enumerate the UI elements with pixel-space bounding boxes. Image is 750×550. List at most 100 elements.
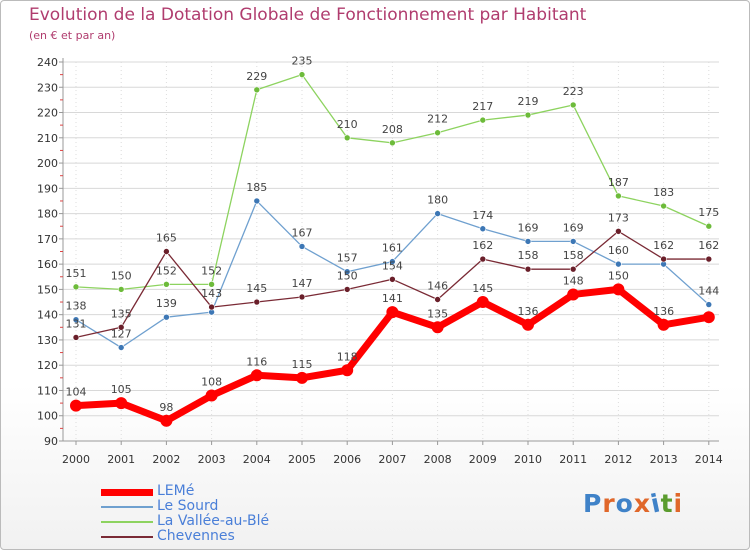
data-point-le-sourd: [569, 238, 577, 245]
legend-label: Chevennes: [157, 528, 235, 544]
data-label-le-sourd: 157: [337, 252, 358, 265]
x-tick-label: 2011: [559, 453, 587, 466]
data-label-chevennes: 135: [111, 307, 132, 320]
data-label-le-sourd: 174: [472, 209, 493, 222]
data-label-leme: 135: [427, 307, 448, 320]
data-point-la-vallee-au-ble: [479, 116, 487, 124]
data-label-leme: 115: [292, 358, 313, 371]
y-tick-label: 140: [37, 309, 58, 322]
data-label-chevennes: 158: [563, 249, 584, 262]
data-label-le-sourd: 138: [66, 300, 87, 313]
data-point-la-vallee-au-ble: [660, 202, 667, 210]
legend-item: Le Sourd: [101, 498, 361, 515]
y-tick-label: 160: [37, 258, 58, 271]
data-point-chevennes: [343, 286, 351, 293]
y-tick-label: 210: [37, 132, 58, 145]
data-point-chevennes: [524, 265, 532, 273]
y-tick-label: 200: [37, 157, 58, 170]
data-point-le-sourd: [253, 197, 261, 205]
x-tick-label: 2014: [695, 453, 723, 466]
data-point-le-sourd: [117, 344, 125, 351]
data-point-la-vallee-au-ble: [208, 281, 215, 288]
x-tick-label: 2000: [62, 453, 90, 466]
legend-swatch: [101, 488, 153, 496]
data-point-le-sourd: [479, 225, 487, 233]
logo-letter: x: [633, 489, 651, 518]
data-point-la-vallee-au-ble: [163, 281, 170, 288]
x-tick-label: 2006: [333, 453, 361, 466]
data-label-la-vallee-au-ble: 183: [653, 186, 674, 199]
data-label-la-vallee-au-ble: 152: [156, 264, 177, 277]
data-point-leme: [205, 389, 218, 402]
data-label-chevennes: 165: [156, 232, 177, 245]
data-point-leme: [522, 318, 534, 331]
chart-subtitle: (en € et par an): [29, 29, 116, 42]
legend-label: Le Sourd: [157, 498, 219, 514]
x-tick-label: 2007: [378, 453, 406, 466]
data-point-chevennes: [208, 303, 215, 311]
data-label-leme: 98: [159, 401, 173, 414]
y-tick-label: 130: [37, 334, 58, 347]
data-point-leme: [702, 311, 715, 324]
data-label-le-sourd: 144: [698, 285, 719, 298]
data-label-la-vallee-au-ble: 212: [427, 113, 448, 126]
data-label-leme: 145: [472, 282, 493, 295]
data-point-leme: [115, 397, 128, 410]
x-tick-label: 2009: [469, 453, 497, 466]
legend-swatch: [101, 521, 153, 523]
data-label-leme: 116: [246, 355, 267, 368]
data-label-leme: 136: [518, 305, 539, 318]
x-tick-label: 2008: [424, 453, 452, 466]
data-label-la-vallee-au-ble: 235: [292, 55, 313, 68]
y-tick-label: 120: [37, 359, 58, 372]
y-tick-label: 220: [37, 107, 58, 120]
data-label-le-sourd: 161: [382, 242, 403, 255]
data-label-la-vallee-au-ble: 217: [472, 100, 493, 113]
data-label-chevennes: 173: [608, 211, 629, 224]
legend-item: Chevennes: [101, 528, 361, 545]
chart-title: Evolution de la Dotation Globale de Fonc…: [29, 5, 587, 25]
data-point-chevennes: [163, 248, 170, 255]
legend-label: LEMé: [157, 483, 195, 499]
legend-item: La Vallée-au-Blé: [101, 513, 361, 530]
data-label-la-vallee-au-ble: 223: [563, 85, 584, 98]
x-tick-label: 2004: [243, 453, 271, 466]
data-point-la-vallee-au-ble: [434, 129, 441, 137]
data-point-leme: [296, 371, 308, 384]
data-label-le-sourd: 167: [292, 226, 313, 239]
data-point-le-sourd: [72, 316, 80, 324]
y-tick-label: 170: [37, 233, 58, 246]
data-point-la-vallee-au-ble: [253, 86, 261, 94]
data-label-chevennes: 145: [246, 282, 267, 295]
y-tick-label: 100: [37, 410, 58, 423]
x-tick-label: 2005: [288, 453, 316, 466]
data-point-le-sourd: [163, 313, 170, 321]
data-label-chevennes: 150: [337, 269, 358, 282]
data-label-chevennes: 143: [201, 287, 222, 300]
data-point-le-sourd: [705, 301, 713, 308]
data-point-chevennes: [569, 265, 577, 273]
data-label-la-vallee-au-ble: 150: [111, 269, 132, 282]
data-label-le-sourd: 169: [518, 221, 539, 234]
data-label-chevennes: 131: [66, 317, 87, 330]
data-label-la-vallee-au-ble: 151: [66, 267, 87, 280]
y-tick-label: 150: [37, 283, 58, 296]
data-label-le-sourd: 169: [563, 221, 584, 234]
data-label-la-vallee-au-ble: 152: [201, 264, 222, 277]
data-point-leme: [567, 288, 580, 301]
data-label-leme: 118: [337, 350, 358, 363]
data-label-le-sourd: 139: [156, 297, 177, 310]
data-label-chevennes: 147: [292, 277, 313, 290]
data-point-le-sourd: [298, 243, 306, 250]
logo-letter: o: [615, 489, 634, 518]
y-tick-label: 90: [44, 435, 58, 448]
y-tick-label: 110: [37, 384, 58, 397]
y-tick-label: 240: [37, 56, 58, 69]
legend-label: La Vallée-au-Blé: [157, 513, 270, 529]
data-label-la-vallee-au-ble: 229: [246, 70, 267, 83]
legend-item: LEMé: [101, 483, 361, 500]
data-point-chevennes: [253, 298, 261, 306]
data-label-leme: 148: [563, 274, 584, 287]
data-label-leme: 136: [653, 305, 674, 318]
